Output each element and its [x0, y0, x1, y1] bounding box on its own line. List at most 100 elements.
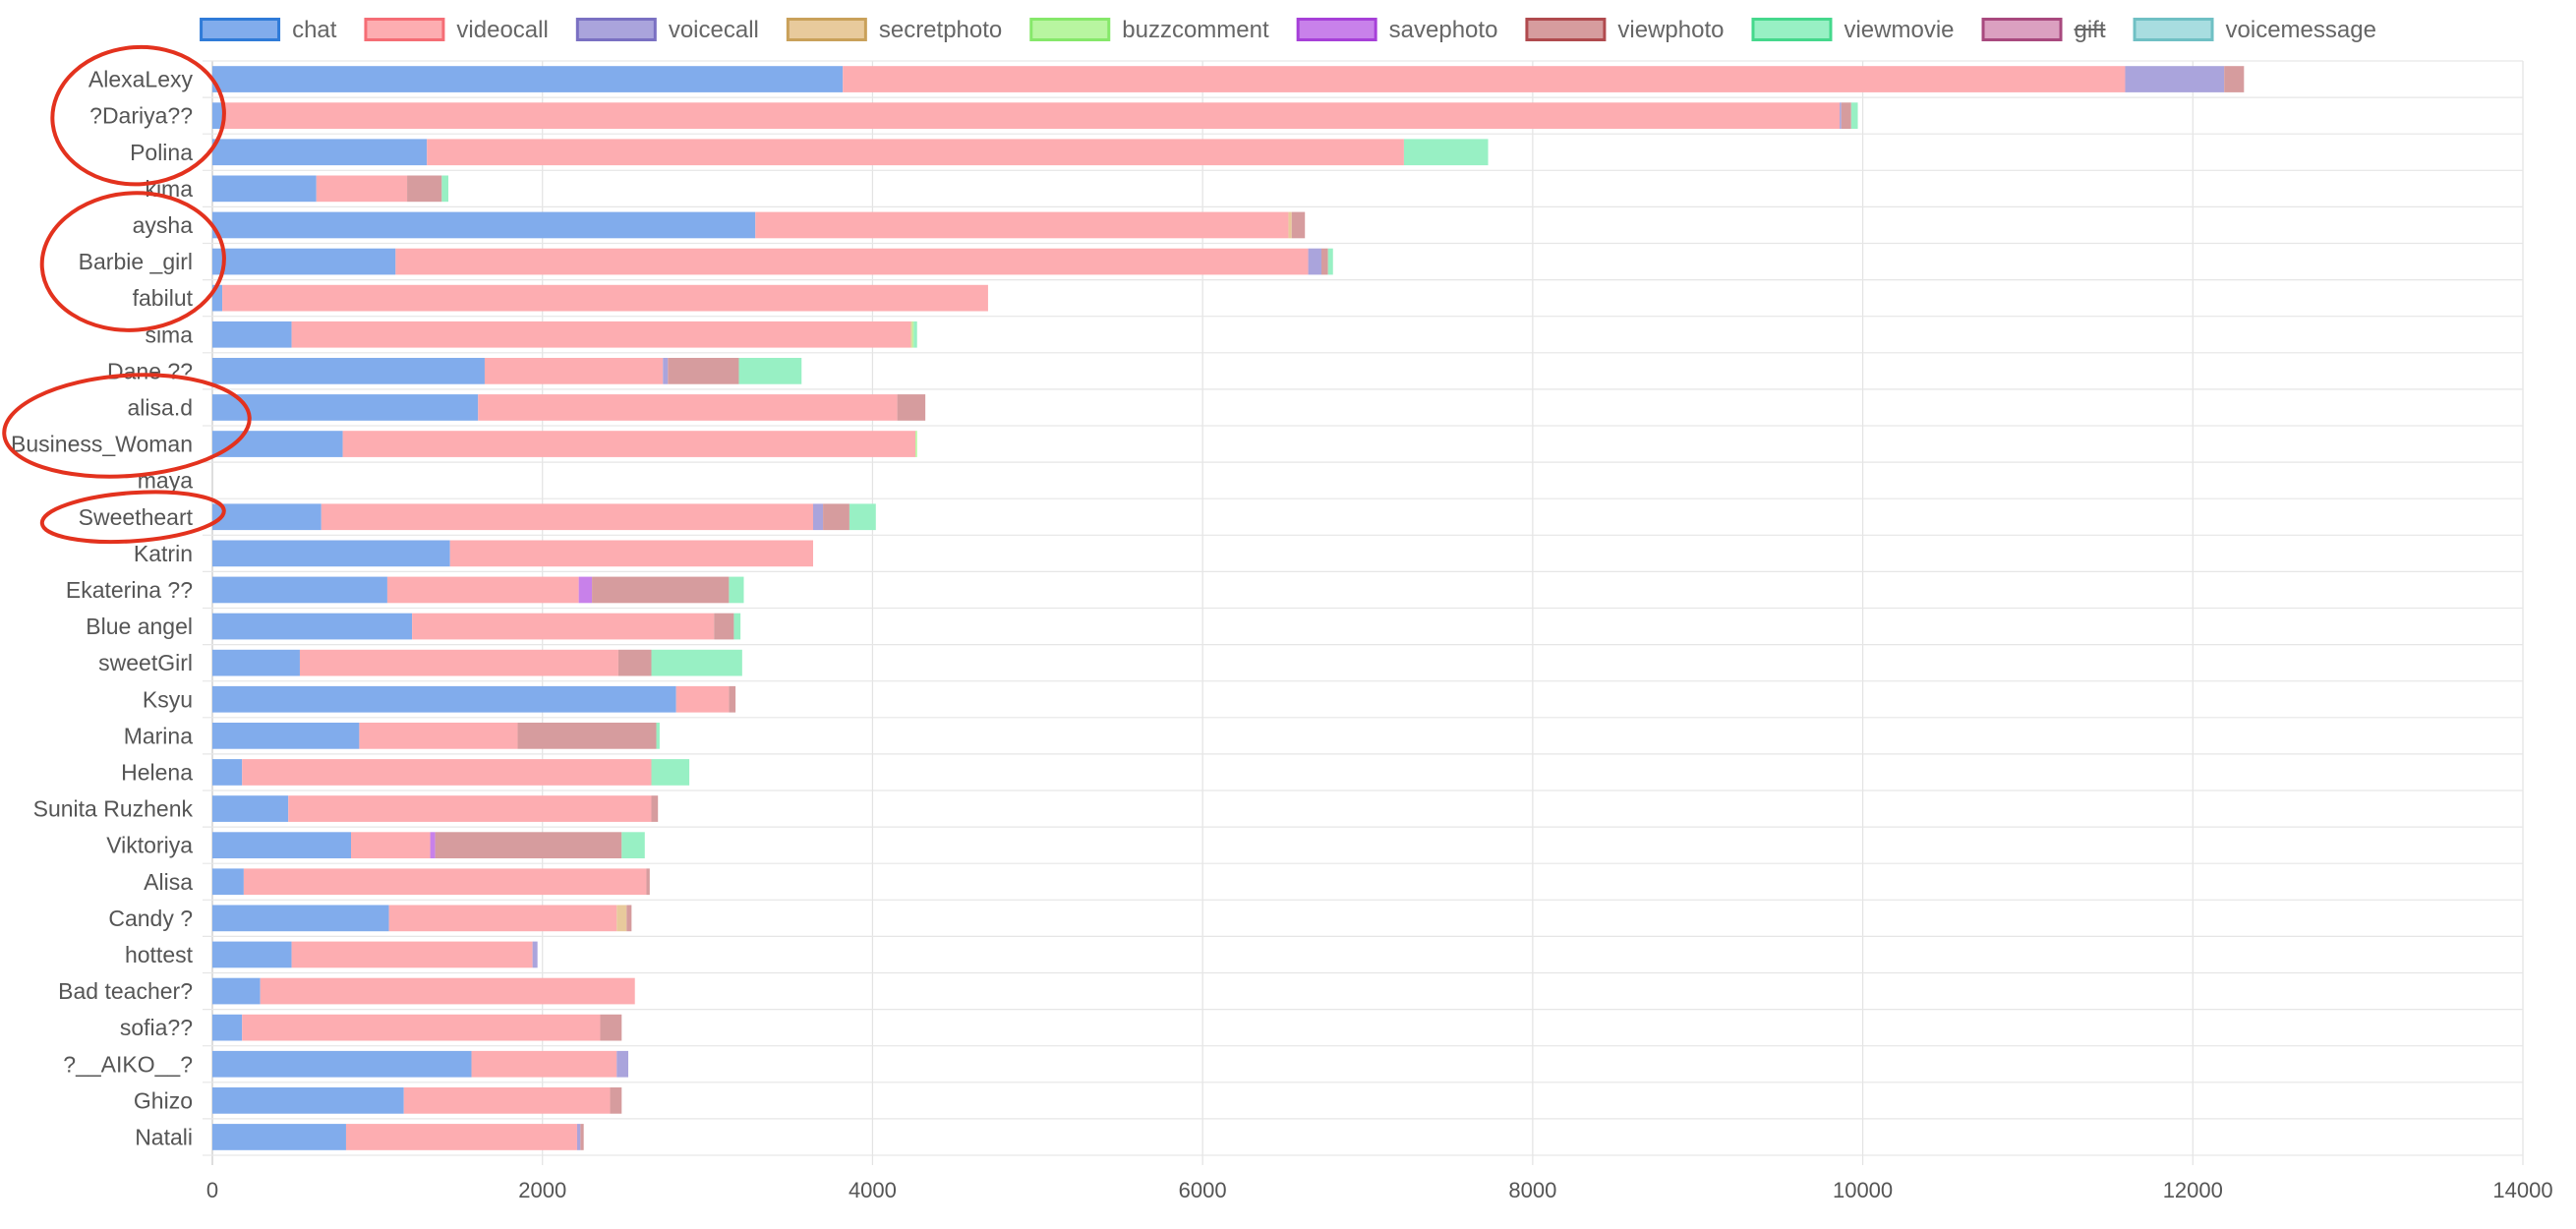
bar-videocall-ksyu[interactable] — [675, 685, 730, 713]
bar-chat-aiko[interactable] — [212, 1050, 472, 1078]
legend-item-viewphoto[interactable]: viewphoto — [1525, 17, 1725, 43]
bar-viewphoto-alisa-d[interactable] — [897, 394, 926, 421]
bar-videocall-dane[interactable] — [484, 357, 664, 384]
bar-viewmovie-polina[interactable] — [1403, 139, 1489, 166]
bar-viewphoto-viktoriya[interactable] — [435, 832, 622, 859]
bar-viewmovie-marina[interactable] — [656, 722, 660, 749]
bar-viewphoto-ksyu[interactable] — [729, 685, 736, 713]
bar-chat-helena[interactable] — [212, 759, 243, 786]
bar-voicecall-dane[interactable] — [663, 357, 669, 384]
bar-videocall-alexalexy[interactable] — [843, 66, 2126, 92]
bar-videocall-sofia[interactable] — [242, 1014, 601, 1041]
bar-viewphoto-kima[interactable] — [407, 175, 442, 203]
legend-item-gift[interactable]: gift — [1981, 17, 2106, 43]
bar-chat-marina[interactable] — [212, 722, 360, 749]
bar-videocall-bad-teacher[interactable] — [260, 977, 635, 1005]
bar-videocall-sweetgirl[interactable] — [299, 649, 618, 676]
bar-viewmovie-viktoriya[interactable] — [621, 832, 645, 859]
bar-chat-sweetgirl[interactable] — [212, 649, 300, 676]
legend-item-voicemessage[interactable]: voicemessage — [2133, 17, 2376, 43]
bar-secretphoto-aysha[interactable] — [1288, 211, 1292, 239]
bar-viewmovie-blue-angel[interactable] — [733, 613, 741, 640]
bar-chat-dane[interactable] — [212, 357, 485, 384]
bar-viewmovie-barbie-girl[interactable] — [1327, 248, 1333, 275]
bar-viewphoto-sunita-ruzhenk[interactable] — [651, 795, 659, 822]
bar-videocall-fabilut[interactable] — [222, 284, 988, 312]
bar-chat-sofia[interactable] — [212, 1014, 243, 1041]
bar-chat-fabilut[interactable] — [212, 284, 223, 312]
bar-voicecall-aiko[interactable] — [616, 1050, 628, 1078]
bar-videocall-natali[interactable] — [345, 1124, 577, 1150]
bar-secretphoto-sima[interactable] — [910, 321, 912, 348]
bar-viewphoto-dane[interactable] — [668, 357, 739, 384]
bar-buzzcomment-business-woman[interactable] — [915, 431, 917, 457]
bar-chat-barbie-girl[interactable] — [212, 248, 396, 275]
bar-viewphoto-ekaterina[interactable] — [592, 576, 730, 604]
bar-viewphoto-dariya[interactable] — [1841, 102, 1851, 130]
bar-viewphoto-aysha[interactable] — [1291, 211, 1306, 239]
legend-item-viewmovie[interactable]: viewmovie — [1751, 17, 1955, 43]
bar-chat-ghizo[interactable] — [212, 1086, 404, 1114]
bar-chat-kima[interactable] — [212, 175, 317, 203]
bar-voicecall-dariya[interactable] — [1840, 102, 1842, 130]
bar-viewphoto-sweetheart[interactable] — [823, 503, 849, 531]
bar-videocall-katrin[interactable] — [449, 540, 813, 567]
bar-secretphoto-candy[interactable] — [616, 905, 627, 932]
legend-item-chat[interactable]: chat — [200, 17, 337, 43]
bar-viewphoto-alexalexy[interactable] — [2224, 66, 2245, 92]
bar-videocall-alisa-d[interactable] — [478, 394, 898, 421]
bar-viewmovie-sweetgirl[interactable] — [651, 649, 742, 676]
bar-videocall-polina[interactable] — [427, 139, 1404, 166]
bar-viewmovie-dariya[interactable] — [1850, 102, 1858, 130]
bar-videocall-candy[interactable] — [388, 905, 617, 932]
bar-viewphoto-candy[interactable] — [626, 905, 632, 932]
bar-chat-polina[interactable] — [212, 139, 428, 166]
bar-videocall-sweetheart[interactable] — [321, 503, 813, 531]
bar-videocall-sima[interactable] — [291, 321, 911, 348]
bar-chat-sweetheart[interactable] — [212, 503, 322, 531]
bar-chat-sunita-ruzhenk[interactable] — [212, 795, 289, 822]
bar-viewmovie-ekaterina[interactable] — [729, 576, 744, 604]
bar-chat-katrin[interactable] — [212, 540, 450, 567]
bar-videocall-ghizo[interactable] — [403, 1086, 611, 1114]
legend-item-savephoto[interactable]: savephoto — [1296, 17, 1497, 43]
bar-viewphoto-natali[interactable] — [580, 1124, 584, 1150]
bar-videocall-hottest[interactable] — [291, 941, 533, 968]
bar-videocall-viktoriya[interactable] — [351, 832, 431, 859]
legend-item-buzzcomment[interactable]: buzzcomment — [1029, 17, 1269, 43]
bar-viewmovie-helena[interactable] — [651, 759, 690, 786]
bar-viewphoto-marina[interactable] — [517, 722, 657, 749]
bar-chat-viktoriya[interactable] — [212, 832, 351, 859]
bar-videocall-dariya[interactable] — [222, 102, 1841, 130]
bar-voicecall-natali[interactable] — [576, 1124, 581, 1150]
bar-videocall-helena[interactable] — [242, 759, 652, 786]
legend-item-videocall[interactable]: videocall — [364, 17, 549, 43]
bar-viewphoto-alisa[interactable] — [646, 868, 650, 896]
bar-videocall-ekaterina[interactable] — [386, 576, 579, 604]
bar-chat-aysha[interactable] — [212, 211, 756, 239]
bar-videocall-aiko[interactable] — [471, 1050, 617, 1078]
bar-videocall-alisa[interactable] — [243, 868, 647, 896]
bar-chat-dariya[interactable] — [212, 102, 223, 130]
bar-viewphoto-sweetgirl[interactable] — [617, 649, 652, 676]
bar-viewphoto-barbie-girl[interactable] — [1321, 248, 1328, 275]
bar-videocall-barbie-girl[interactable] — [395, 248, 1309, 275]
bar-chat-alisa-d[interactable] — [212, 394, 479, 421]
bar-viewmovie-kima[interactable] — [441, 175, 449, 203]
bar-chat-hottest[interactable] — [212, 941, 292, 968]
bar-voicecall-sweetheart[interactable] — [813, 503, 824, 531]
bar-chat-ekaterina[interactable] — [212, 576, 387, 604]
bar-chat-blue-angel[interactable] — [212, 613, 413, 640]
bar-videocall-kima[interactable] — [316, 175, 408, 203]
bar-chat-ksyu[interactable] — [212, 685, 676, 713]
bar-viewmovie-sima[interactable] — [913, 321, 917, 348]
bar-videocall-blue-angel[interactable] — [412, 613, 715, 640]
bar-viewphoto-sofia[interactable] — [600, 1014, 622, 1041]
bar-chat-sima[interactable] — [212, 321, 292, 348]
bar-chat-alexalexy[interactable] — [212, 66, 844, 92]
bar-voicecall-barbie-girl[interactable] — [1308, 248, 1321, 275]
bar-viewphoto-blue-angel[interactable] — [714, 613, 734, 640]
bar-buzzcomment-sima[interactable] — [911, 321, 914, 348]
bar-chat-alisa[interactable] — [212, 868, 244, 896]
legend-item-secretphoto[interactable]: secretphoto — [786, 17, 1002, 43]
